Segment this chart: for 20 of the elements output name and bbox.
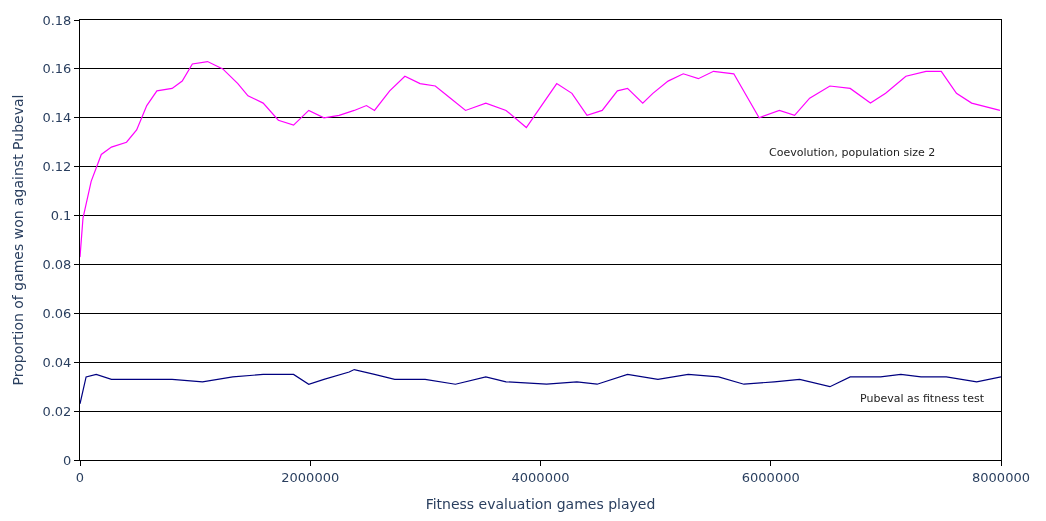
y-tick-label: 0.12 (42, 159, 72, 175)
y-tick-label: 0 (63, 452, 72, 468)
y-tick-label: 0.08 (42, 256, 72, 272)
y-tick-label: 0.14 (42, 110, 72, 126)
y-tick-label: 0.1 (50, 208, 72, 224)
x-axis-title: Fitness evaluation games played (425, 495, 656, 512)
text: Coevolution, population size 2 (769, 146, 936, 159)
y-tick-label: 0.02 (42, 403, 72, 419)
x-tick-label: 4000000 (511, 469, 570, 485)
x-tick-label: 6000000 (741, 469, 800, 485)
series-label: Pubeval as fitness test (860, 392, 985, 405)
y-axis-title: Proportion of games won against Pubeval (10, 94, 27, 386)
x-tick-label: 8000000 (972, 469, 1030, 485)
y-tick-label: 0.16 (42, 61, 72, 77)
y-tick-label: 0.04 (42, 354, 72, 370)
x-tick-label: 0 (75, 469, 85, 485)
line-series (80, 368, 1001, 405)
y-tick-label: 0.18 (42, 12, 72, 28)
x-tick-label: 2000000 (281, 469, 340, 485)
y-tick-label: 0.06 (42, 305, 72, 321)
